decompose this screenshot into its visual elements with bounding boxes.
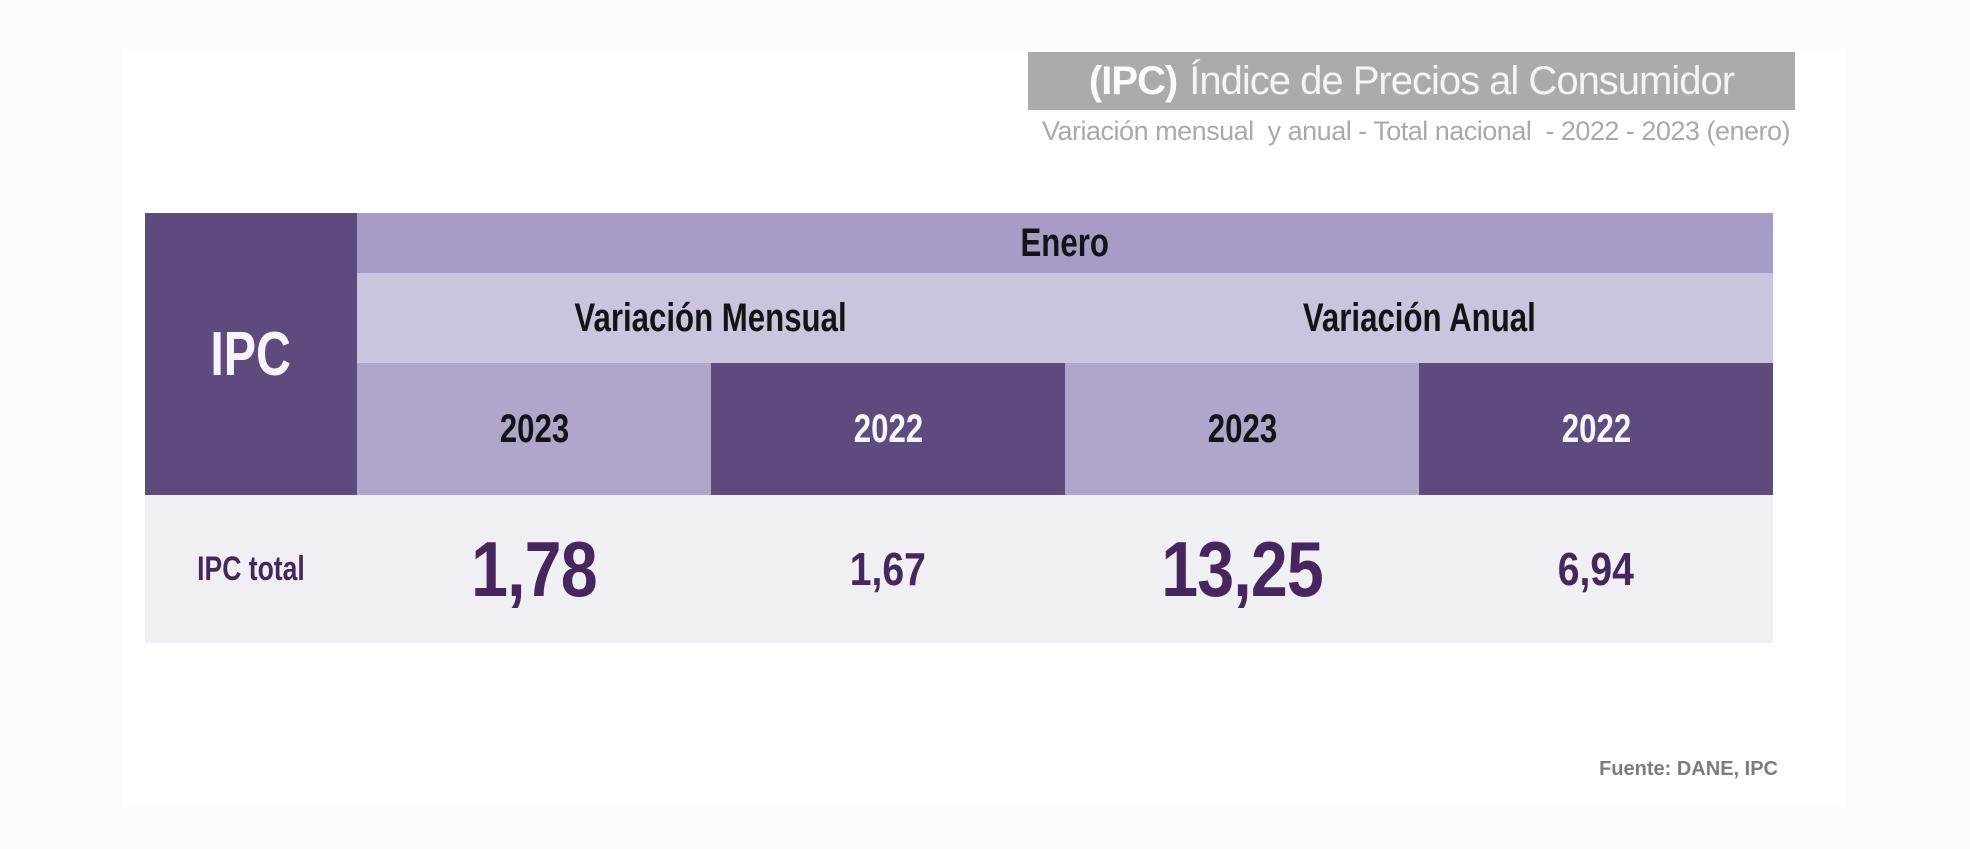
value-text: 6,94 (1557, 543, 1635, 595)
row-label-cell: IPC total (145, 495, 357, 643)
table-corner-cell: IPC (145, 213, 357, 495)
value-text: 13,25 (1161, 524, 1324, 613)
month-header-cell: Enero (357, 213, 1773, 273)
month-header-label: Enero (1020, 220, 1110, 265)
group-header-mensual-label: Variación Mensual (574, 295, 848, 340)
year-header-mensual-2023: 2023 (357, 363, 711, 495)
value-text: 1,67 (849, 543, 927, 595)
year-label: 2023 (1207, 406, 1277, 451)
year-label: 2022 (853, 406, 923, 451)
row-label: IPC total (197, 549, 305, 588)
year-header-anual-2023: 2023 (1065, 363, 1419, 495)
year-label: 2022 (1561, 406, 1631, 451)
value-anual-2022: 6,94 (1419, 495, 1773, 643)
year-label: 2023 (499, 406, 569, 451)
value-text: 1,78 (471, 524, 597, 613)
title-banner: (IPC) Índice de Precios al Consumidor (1028, 52, 1795, 110)
ipc-table: IPC Enero Variación Mensual Variación An… (145, 213, 1773, 643)
group-header-anual: Variación Anual (1065, 273, 1773, 363)
year-header-mensual-2022: 2022 (711, 363, 1065, 495)
title-acronym: (IPC) (1088, 58, 1178, 103)
source-note: Fuente: DANE, IPC (1599, 758, 1778, 780)
group-header-mensual: Variación Mensual (357, 273, 1065, 363)
group-header-anual-label: Variación Anual (1302, 295, 1536, 340)
value-mensual-2022: 1,67 (711, 495, 1065, 643)
infographic-card: (IPC) Índice de Precios al Consumidor Va… (123, 50, 1845, 806)
corner-label: IPC (210, 319, 292, 389)
subtitle: Variación mensual y anual - Total nacion… (1042, 116, 1790, 146)
title-text: Índice de Precios al Consumidor (1189, 58, 1735, 103)
value-anual-2023: 13,25 (1065, 495, 1419, 643)
value-mensual-2023: 1,78 (357, 495, 711, 643)
year-header-anual-2022: 2022 (1419, 363, 1773, 495)
